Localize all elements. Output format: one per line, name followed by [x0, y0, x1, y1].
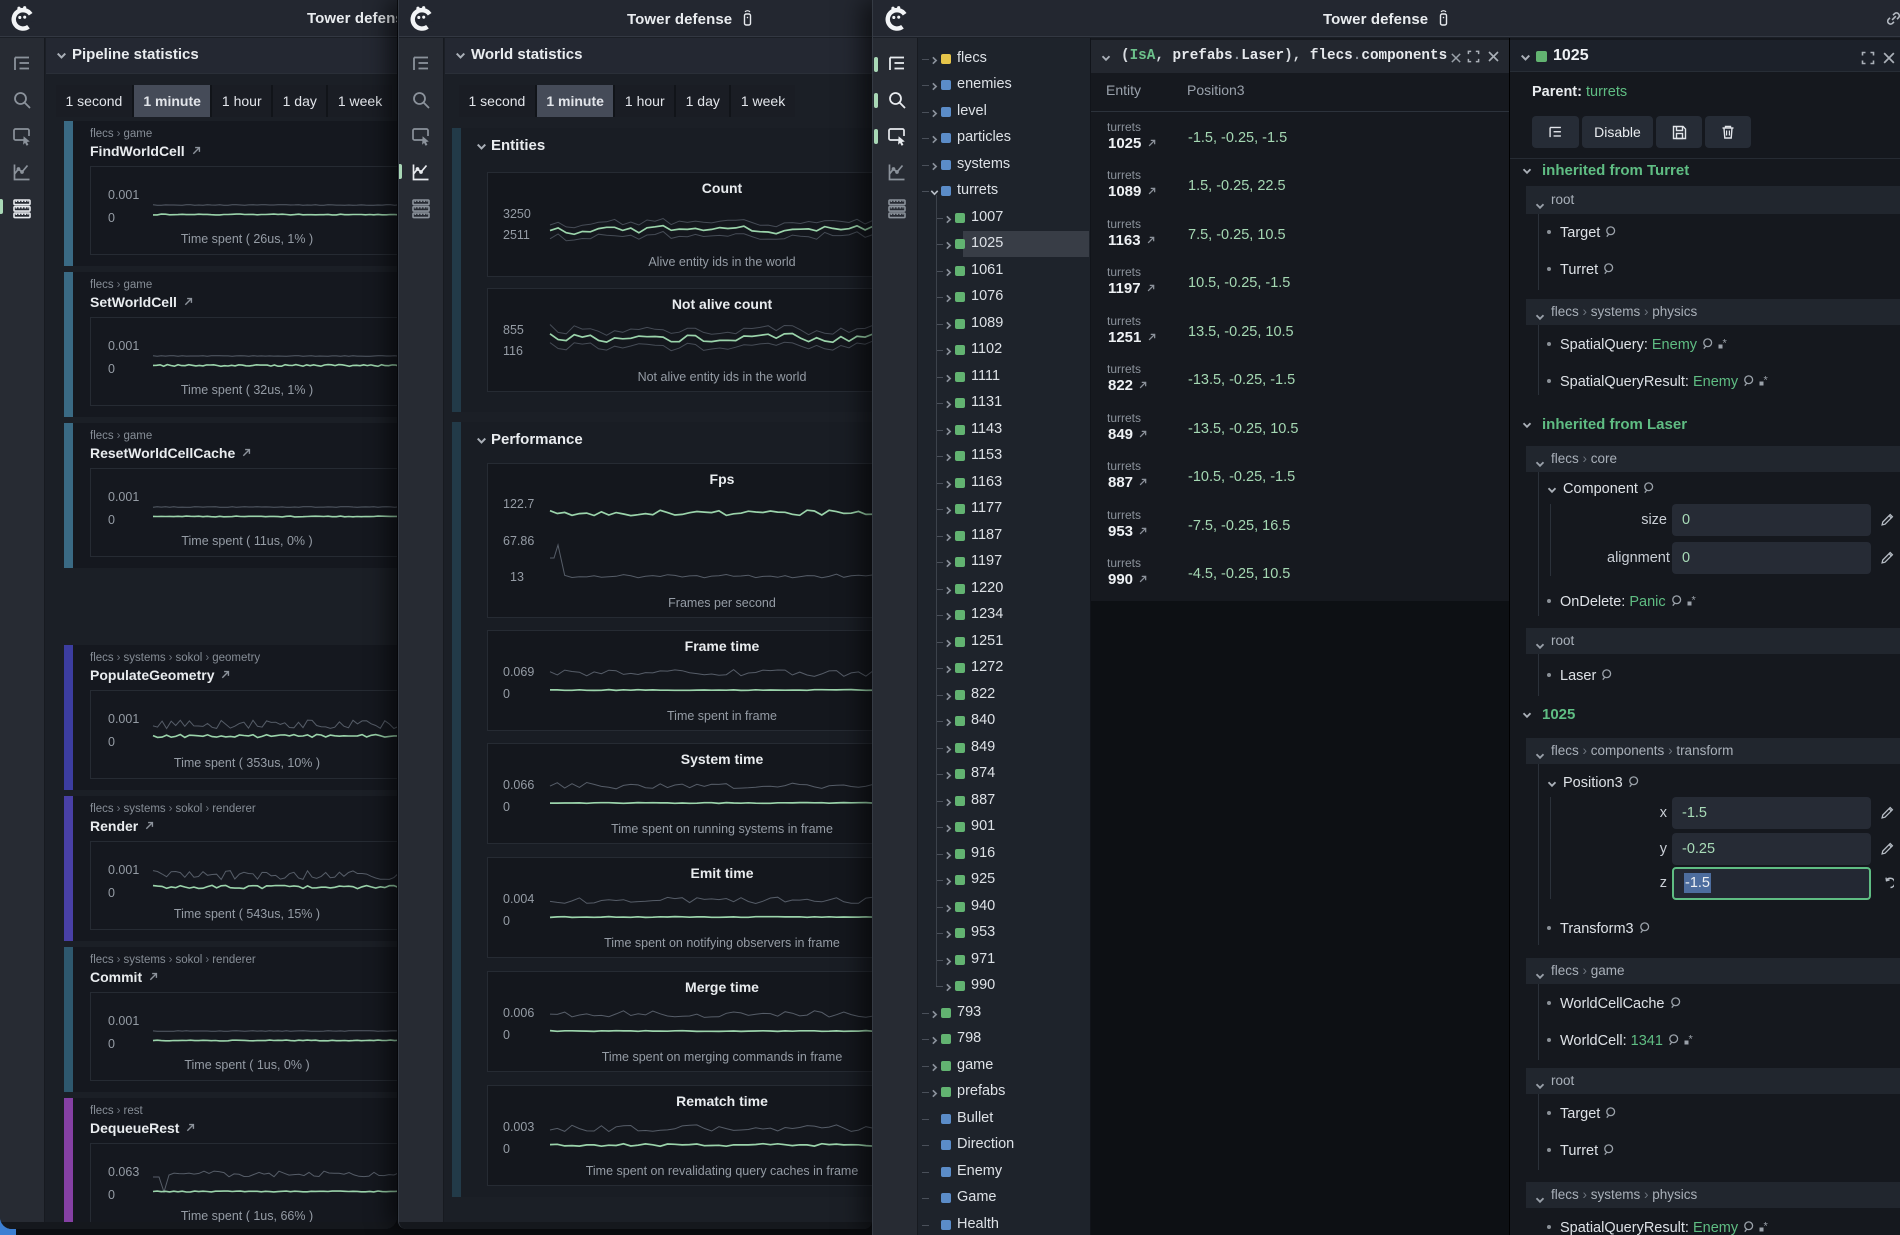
svg-text:*: *	[1691, 596, 1696, 607]
svg-text:*: *	[1764, 1222, 1769, 1233]
svg-text:*: *	[1723, 339, 1728, 350]
svg-text:*: *	[1688, 1035, 1693, 1046]
svg-text:*: *	[1764, 376, 1769, 387]
